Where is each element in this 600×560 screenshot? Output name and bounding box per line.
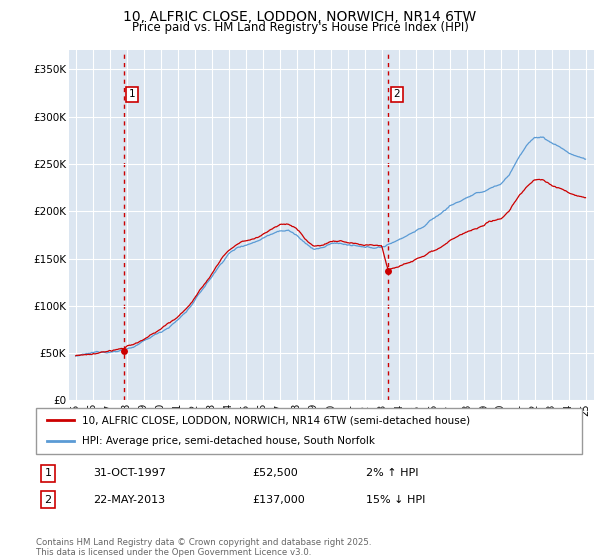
Text: 15% ↓ HPI: 15% ↓ HPI: [366, 494, 425, 505]
Text: 2% ↑ HPI: 2% ↑ HPI: [366, 468, 419, 478]
Text: 1: 1: [129, 89, 136, 99]
Text: 22-MAY-2013: 22-MAY-2013: [93, 494, 165, 505]
Text: 10, ALFRIC CLOSE, LODDON, NORWICH, NR14 6TW (semi-detached house): 10, ALFRIC CLOSE, LODDON, NORWICH, NR14 …: [82, 415, 470, 425]
Text: 1: 1: [44, 468, 52, 478]
Text: £137,000: £137,000: [252, 494, 305, 505]
Text: 2: 2: [394, 89, 400, 99]
Text: 2: 2: [44, 494, 52, 505]
Text: HPI: Average price, semi-detached house, South Norfolk: HPI: Average price, semi-detached house,…: [82, 436, 376, 446]
Text: 10, ALFRIC CLOSE, LODDON, NORWICH, NR14 6TW: 10, ALFRIC CLOSE, LODDON, NORWICH, NR14 …: [124, 10, 476, 24]
Text: 31-OCT-1997: 31-OCT-1997: [93, 468, 166, 478]
Text: Contains HM Land Registry data © Crown copyright and database right 2025.
This d: Contains HM Land Registry data © Crown c…: [36, 538, 371, 557]
FancyBboxPatch shape: [36, 408, 582, 454]
Text: Price paid vs. HM Land Registry's House Price Index (HPI): Price paid vs. HM Land Registry's House …: [131, 21, 469, 34]
Text: £52,500: £52,500: [252, 468, 298, 478]
